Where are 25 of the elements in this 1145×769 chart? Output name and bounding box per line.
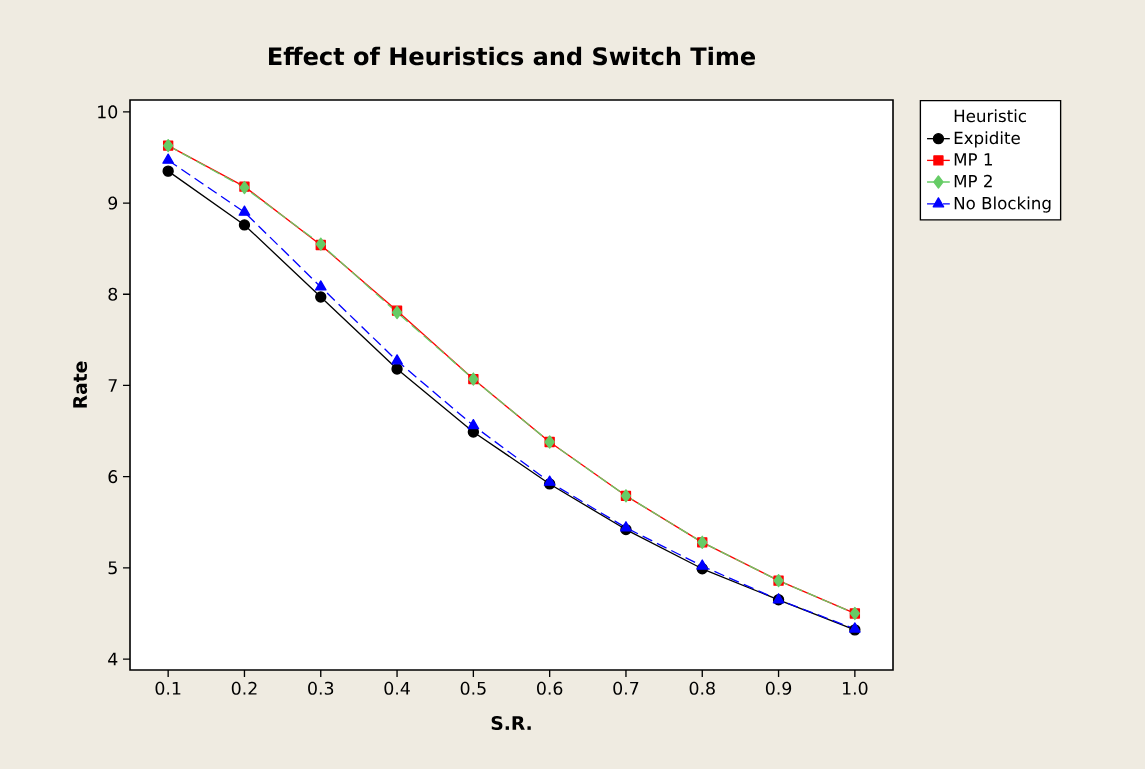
y-tick-label: 4 [108, 652, 118, 666]
chart-title: Effect of Heuristics and Switch Time [269, 46, 756, 66]
x-tick-label: 0.8 [689, 681, 715, 695]
x-tick-label: 0.4 [384, 681, 410, 695]
y-tick-label: 6 [108, 470, 118, 484]
legend-title: Heuristic [954, 109, 1026, 123]
y-tick-label: 8 [108, 287, 118, 301]
x-tick-label: 0.1 [155, 681, 181, 695]
legend-label: MP 2 [954, 174, 992, 188]
x-tick-label: 1.0 [842, 681, 868, 695]
x-tick-label: 0.6 [537, 681, 563, 695]
legend-label: Expidite [954, 131, 1020, 148]
x-tick-label: 0.9 [765, 681, 792, 695]
y-axis-title: Rate [73, 361, 88, 408]
y-tick-label: 5 [108, 561, 117, 575]
y-tick-label: 10 [98, 105, 118, 119]
legend-label: No Blocking [954, 196, 1051, 213]
x-axis-title: S.R. [491, 715, 531, 731]
legend-label: MP 1 [954, 153, 992, 166]
y-tick-label: 9 [108, 196, 118, 210]
x-tick-label: 0.2 [231, 681, 257, 695]
x-tick-label: 0.7 [613, 681, 639, 695]
x-tick-label: 0.3 [308, 681, 334, 695]
x-tick-label: 0.5 [460, 681, 486, 695]
y-tick-label: 7 [108, 379, 117, 392]
